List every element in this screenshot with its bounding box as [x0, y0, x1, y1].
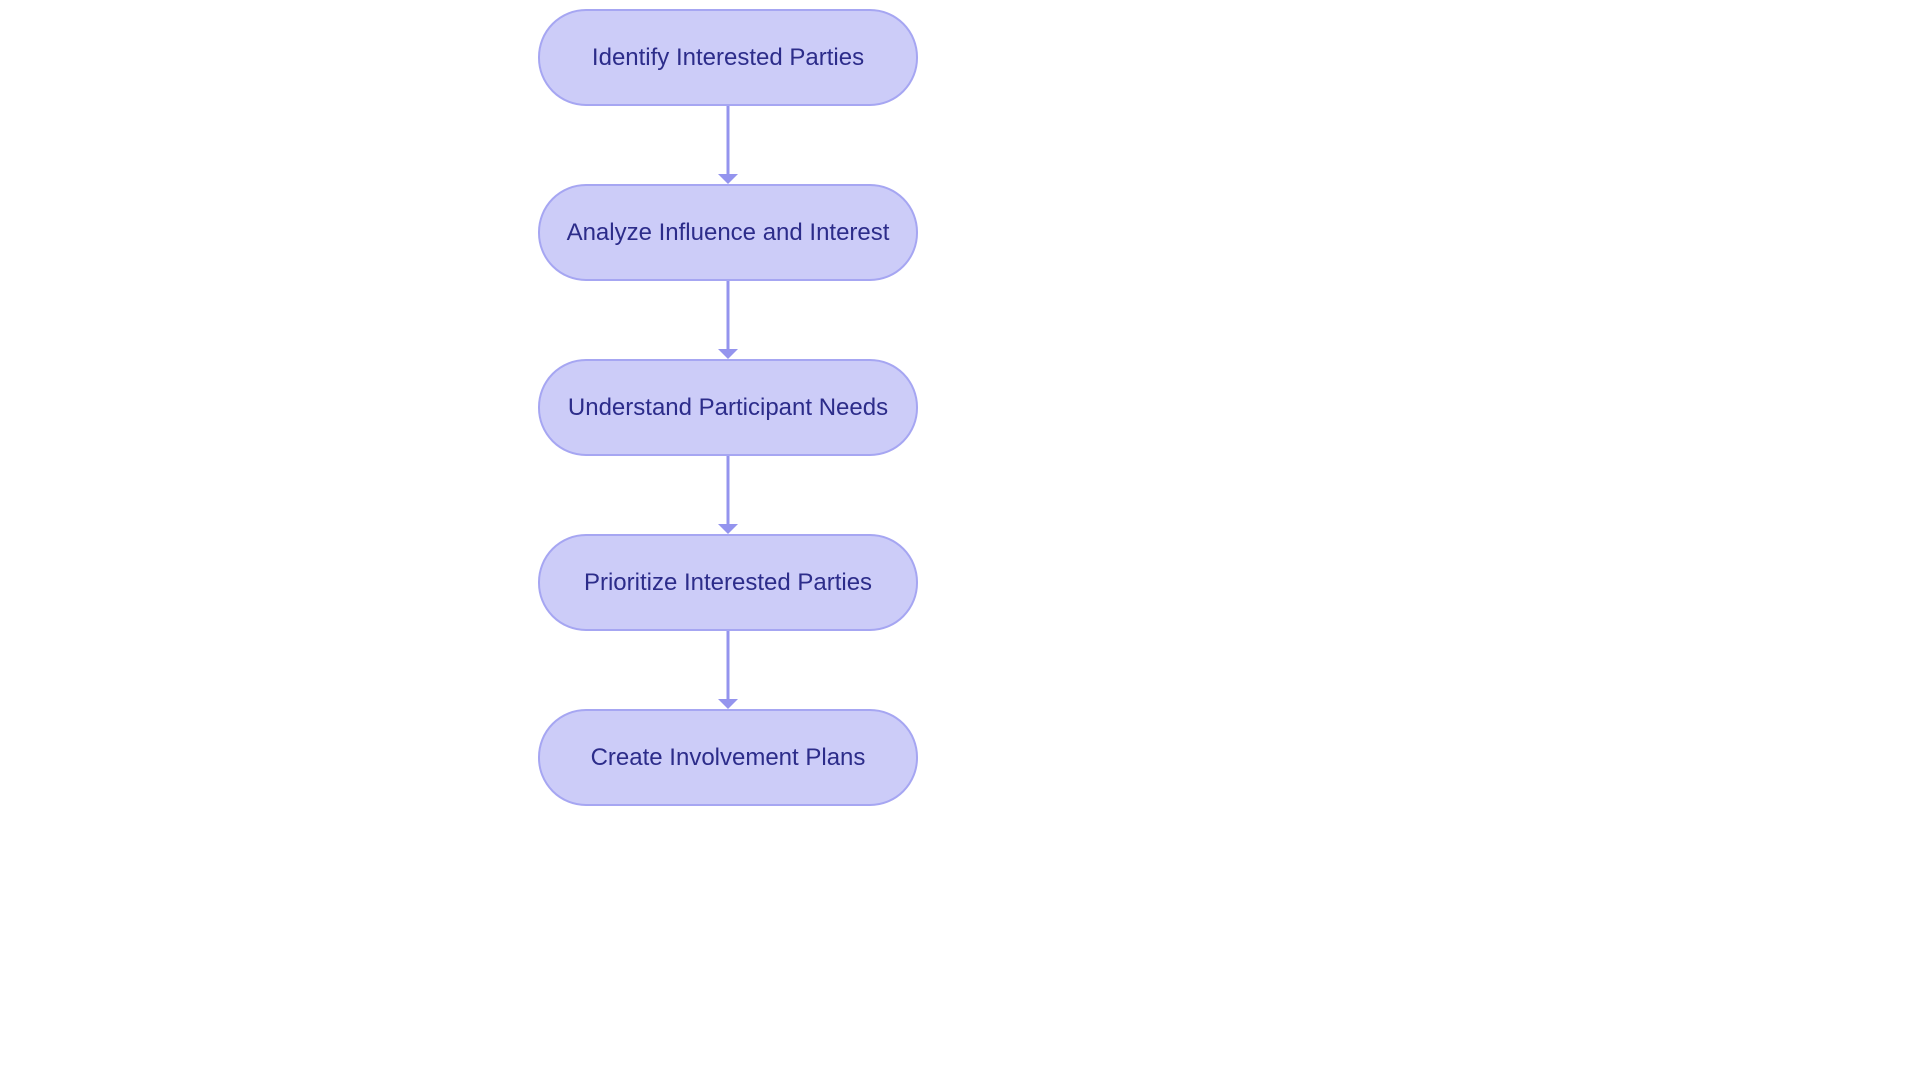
flowchart-canvas: Identify Interested Parties Analyze Influ…	[0, 0, 1920, 1083]
flowchart-node: Prioritize Interested Parties	[538, 534, 918, 631]
arrow-head-icon	[718, 699, 738, 709]
flowchart-node: Understand Participant Needs	[538, 359, 918, 456]
arrow-line	[727, 456, 730, 524]
arrow-head-icon	[718, 524, 738, 534]
arrow-line	[727, 631, 730, 699]
flowchart-node-label: Understand Participant Needs	[568, 394, 888, 422]
flowchart-node-label: Prioritize Interested Parties	[584, 569, 872, 597]
arrow-line	[727, 281, 730, 349]
flowchart-node: Analyze Influence and Interest	[538, 184, 918, 281]
flowchart-node-label: Analyze Influence and Interest	[567, 219, 890, 247]
arrow-head-icon	[718, 349, 738, 359]
arrow-line	[727, 106, 730, 174]
flowchart-node-label: Create Involvement Plans	[591, 744, 866, 772]
flowchart-node: Identify Interested Parties	[538, 9, 918, 106]
flowchart-node-label: Identify Interested Parties	[592, 44, 864, 72]
flowchart-node: Create Involvement Plans	[538, 709, 918, 806]
arrow-head-icon	[718, 174, 738, 184]
